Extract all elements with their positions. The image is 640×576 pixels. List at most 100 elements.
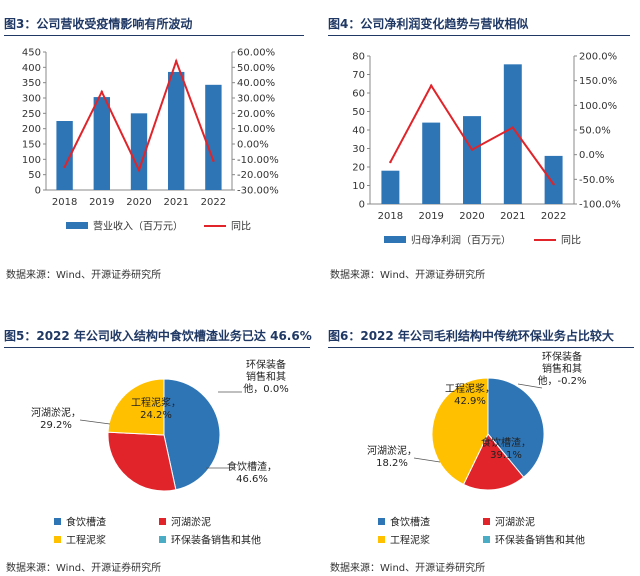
y-tick-label-right: -50.0% — [579, 175, 614, 186]
y-tick-label-right: 20.00% — [237, 109, 275, 120]
y-tick-label-left: 0 — [359, 200, 365, 211]
slice-label-1: 食饮槽渣， 46.6% — [227, 460, 277, 485]
y-tick-label-right: 10.00% — [237, 124, 275, 135]
y-tick-label-left: 200 — [22, 124, 41, 135]
y-tick-label-left: 10 — [352, 181, 365, 192]
x-tick-label: 2019 — [418, 211, 443, 222]
pie-slice-3 — [107, 378, 165, 436]
yoy-point — [63, 165, 66, 169]
y-tick-label-right: 40.00% — [237, 78, 275, 89]
legend-label-line: 同比 — [231, 221, 251, 233]
y-tick-label-left: 0 — [35, 186, 41, 197]
legend-label: 环保装备销售和其他 — [495, 534, 585, 547]
x-tick-label: 2018 — [378, 211, 403, 222]
bar-2019 — [422, 122, 441, 204]
bar-2020 — [463, 116, 481, 204]
legend-label: 工程泥浆 — [390, 534, 430, 547]
y-tick-label-right: 150.0% — [579, 76, 617, 87]
legend-swatch — [378, 536, 385, 543]
y-tick-label-left: 350 — [22, 78, 41, 89]
y-tick-label-left: 70 — [352, 70, 365, 81]
revenue-combo-chart: 0 50 100 150 200 250 300 350 400 450 -30.00% -20.00… — [22, 48, 279, 233]
legend-label-bar: 归母净利润（百万元） — [411, 234, 511, 247]
x-tick-label: 2021 — [500, 211, 525, 222]
net-profit-combo-chart: 0 10 20 30 40 50 60 70 80 -100.0% -50.0% 0.0% 50.0% 1… — [352, 52, 621, 247]
slice-label-3: 工程泥浆， 24.2% — [131, 396, 181, 421]
legend-swatch-bar — [66, 222, 88, 229]
bar-2022 — [544, 155, 563, 204]
chart-title: 图6：2022 年公司毛利结构中传统环保业务占比较大 — [328, 329, 614, 343]
yoy-point — [470, 148, 474, 151]
yoy-point — [137, 168, 141, 172]
y-tick-label-right: -30.00% — [237, 186, 279, 197]
pie-slice-1 — [487, 377, 545, 478]
slice-label-2: 河湖淤泥， 29.2% — [31, 406, 81, 431]
y-tick-label-left: 50 — [28, 170, 41, 181]
legend-swatch-bar — [384, 236, 406, 243]
chart-source: 数据来源：Wind、开源证券研究所 — [330, 563, 486, 574]
chart-source: 数据来源：Wind、开源证券研究所 — [6, 270, 162, 281]
y-tick-label-right: 60.00% — [237, 48, 275, 59]
legend-label: 食饮槽渣 — [390, 516, 430, 529]
leader-line — [517, 383, 543, 389]
y-tick-label-right: 30.00% — [237, 94, 275, 105]
bar-2022 — [205, 84, 222, 190]
title-divider — [328, 35, 630, 36]
legend-label: 工程泥浆 — [66, 534, 106, 547]
chart-panel-gross-profit-structure: 图6：2022 年公司毛利结构中传统环保业务占比较大 食饮槽渣， 39.1% 河湖淤… — [328, 326, 638, 576]
title-divider — [4, 35, 304, 36]
pie-slice-3 — [431, 377, 489, 486]
x-tick-label: 2020 — [459, 211, 484, 222]
y-tick-label-right: 0.0% — [579, 150, 604, 161]
y-tick-label-right: 50.0% — [579, 126, 611, 137]
legend-label: 食饮槽渣 — [66, 516, 106, 529]
x-tick-label: 2018 — [52, 197, 77, 208]
y-tick-label-left: 30 — [352, 144, 365, 155]
y-tick-label-left: 100 — [22, 155, 41, 166]
y-tick-label-right: -10.00% — [237, 155, 279, 166]
bar-2020 — [130, 113, 148, 190]
chart-panel-revenue: 图3：公司营收受疫情影响有所波动 0 50 100 150 200 250 300 350 40… — [4, 4, 310, 284]
bar-2018 — [56, 121, 73, 190]
revenue-structure-pie: 食饮槽渣， 46.6% 河湖淤泥， 29.2% 工程泥浆， 24.2% 环保装备销售和其他，… — [31, 358, 289, 547]
chart-title: 图5：2022 年公司收入结构中食饮槽渣业务已达 46.6% — [4, 329, 312, 343]
y-tick-label-left: 250 — [22, 109, 41, 120]
y-tick-label-left: 50 — [352, 107, 365, 118]
yoy-point — [430, 84, 433, 87]
y-tick-label-right: 100.0% — [579, 101, 617, 112]
chart-source: 数据来源：Wind、开源证券研究所 — [6, 563, 162, 574]
slice-label-2: 河湖淤泥， 18.2% — [367, 444, 417, 469]
slice-label-3: 工程泥浆， 42.9% — [445, 382, 495, 407]
legend-swatch — [483, 536, 490, 543]
yoy-point — [511, 126, 514, 129]
legend-label: 环保装备销售和其他 — [171, 534, 261, 547]
bar-2021 — [503, 64, 522, 204]
y-tick-label-right: -100.0% — [579, 200, 621, 211]
slice-label-1: 食饮槽渣， 39.1% — [481, 436, 531, 461]
pie-slice-2 — [462, 433, 525, 491]
x-tick-label: 2020 — [126, 197, 151, 208]
y-tick-label-right: -20.00% — [237, 170, 279, 181]
x-tick-label: 2021 — [163, 197, 188, 208]
x-tick-label: 2022 — [201, 197, 226, 208]
gross-profit-structure-pie: 食饮槽渣， 39.1% 河湖淤泥， 18.2% 工程泥浆， 42.9% 环保装备销售和其他，… — [367, 350, 587, 547]
bar-2019 — [93, 97, 110, 190]
yoy-point — [552, 183, 555, 186]
y-tick-label-left: 450 — [22, 48, 41, 59]
y-tick-label-right: 50.00% — [237, 63, 275, 74]
legend-label: 河湖淤泥 — [171, 516, 211, 529]
y-tick-label-left: 60 — [352, 89, 365, 100]
bar-2018 — [381, 170, 400, 204]
title-divider — [328, 347, 634, 348]
legend-swatch — [54, 536, 61, 543]
yoy-point — [175, 60, 178, 63]
y-tick-label-right: 200.0% — [579, 52, 617, 63]
legend-swatch — [483, 518, 490, 525]
legend-label-line: 同比 — [561, 235, 581, 247]
pie-slice-2 — [107, 431, 177, 492]
chart-source: 数据来源：Wind、开源证券研究所 — [330, 270, 486, 281]
slice-label-4: 环保装备销售和其他，-0.2% — [537, 350, 586, 387]
chart-title: 图3：公司营收受疫情影响有所波动 — [4, 17, 193, 31]
leader-line — [413, 457, 441, 463]
yoy-point — [212, 159, 215, 163]
